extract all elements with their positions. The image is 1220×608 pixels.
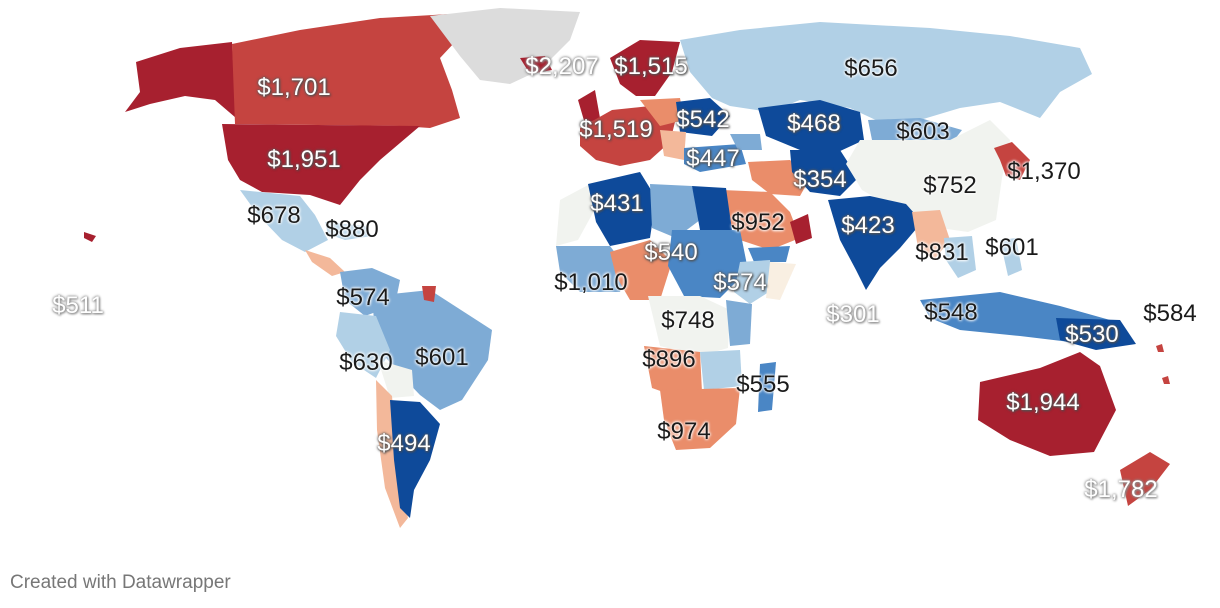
papua-region — [1056, 318, 1136, 350]
libya-region — [650, 184, 700, 238]
label-russia: $656 — [844, 55, 898, 82]
label-argentina: $494 — [377, 430, 431, 457]
korea-japan-region — [994, 142, 1030, 180]
turkey-region — [684, 144, 746, 172]
label-madagascar: $555 — [736, 371, 790, 398]
brazil-region — [372, 290, 492, 410]
indochina-region — [944, 236, 976, 278]
ethiopia-region — [734, 260, 772, 304]
label-ethiopia: $574 — [713, 269, 767, 296]
drc-region — [648, 296, 730, 356]
label-cuba: $880 — [325, 216, 379, 243]
australia-region — [978, 352, 1116, 456]
peru-region — [336, 312, 390, 378]
central-asia-region — [790, 150, 858, 196]
bolivia-region — [378, 360, 414, 398]
label-myanmar: $831 — [915, 239, 969, 266]
russia-region — [680, 22, 1092, 122]
eastern-europe-region — [640, 98, 684, 126]
label-south-africa: $974 — [657, 418, 711, 445]
western-europe-region — [580, 106, 676, 166]
morocco-region — [556, 184, 600, 246]
label-greenland: $2,207 — [525, 53, 599, 80]
horn-region — [766, 262, 796, 300]
angola-region — [644, 346, 702, 398]
label-pacific: $511 — [52, 292, 104, 319]
pacific-island-2 — [1162, 376, 1170, 384]
southern-africa-region — [660, 388, 740, 450]
madagascar-region — [758, 362, 776, 412]
label-japan: $1,370 — [1007, 158, 1081, 185]
label-western-europe: $1,519 — [579, 116, 653, 143]
uk-region — [578, 90, 600, 124]
nigeria-region — [610, 240, 672, 300]
label-peru: $630 — [339, 349, 393, 376]
pacific-island-1 — [1156, 344, 1164, 352]
scandinavia-region — [610, 40, 680, 96]
label-indian-ocean: $301 — [826, 301, 880, 328]
label-colombia: $574 — [336, 284, 390, 311]
label-sudan: $540 — [644, 239, 698, 266]
label-new-zealand: $1,782 — [1084, 476, 1158, 503]
east-africa-region — [726, 300, 752, 346]
label-canada: $1,701 — [257, 74, 331, 101]
label-china: $752 — [923, 172, 977, 199]
usa-region — [222, 124, 420, 205]
alaska-region — [125, 42, 236, 118]
yemen-region — [748, 246, 790, 262]
hawaii-island — [84, 232, 96, 242]
label-turkey: $447 — [686, 145, 740, 172]
iceland-region — [520, 56, 552, 74]
label-australia: $1,944 — [1006, 389, 1080, 416]
label-mongolia: $603 — [896, 118, 950, 145]
saudi-arabia-region — [722, 190, 800, 250]
mexico-region — [240, 190, 328, 252]
label-pacific-islands: $584 — [1143, 300, 1197, 327]
cuba-region — [325, 222, 372, 240]
new-zealand-region — [1120, 452, 1170, 506]
label-saudi-arabia: $952 — [731, 209, 785, 236]
label-angola: $896 — [642, 346, 696, 373]
canada-region — [232, 14, 470, 128]
central-america-region — [305, 250, 345, 276]
label-papua: $530 — [1065, 321, 1119, 348]
label-nigeria: $1,010 — [554, 269, 628, 296]
label-philippines: $601 — [985, 234, 1039, 261]
egypt-region — [692, 186, 732, 230]
label-kazakhstan: $468 — [787, 110, 841, 137]
argentina-region — [390, 400, 440, 518]
india-region — [828, 196, 922, 290]
label-indonesia: $548 — [924, 299, 978, 326]
caucasus-region — [730, 134, 762, 150]
oman-region — [790, 214, 812, 244]
label-usa: $1,951 — [267, 146, 341, 173]
zambia-region — [700, 350, 742, 390]
label-scandinavia: $1,515 — [614, 53, 688, 80]
label-iran: $354 — [793, 166, 847, 193]
label-ukraine: $542 — [676, 106, 730, 133]
label-brazil: $601 — [415, 344, 469, 371]
label-drc: $748 — [661, 307, 715, 334]
algeria-region — [588, 172, 656, 246]
balkans-region — [660, 130, 686, 160]
guiana-region — [422, 286, 436, 302]
world-map — [84, 8, 1170, 528]
label-mexico: $678 — [247, 202, 301, 229]
kazakhstan-region — [758, 100, 864, 152]
sudan-region — [668, 230, 748, 298]
west-africa-region — [556, 246, 628, 292]
ukraine-region — [676, 98, 730, 136]
datawrapper-credit[interactable]: Created with Datawrapper — [10, 572, 231, 593]
southeast-asia-region — [912, 210, 950, 260]
label-algeria: $431 — [590, 190, 644, 217]
philippines-region — [1000, 238, 1022, 276]
label-india: $423 — [841, 212, 895, 239]
